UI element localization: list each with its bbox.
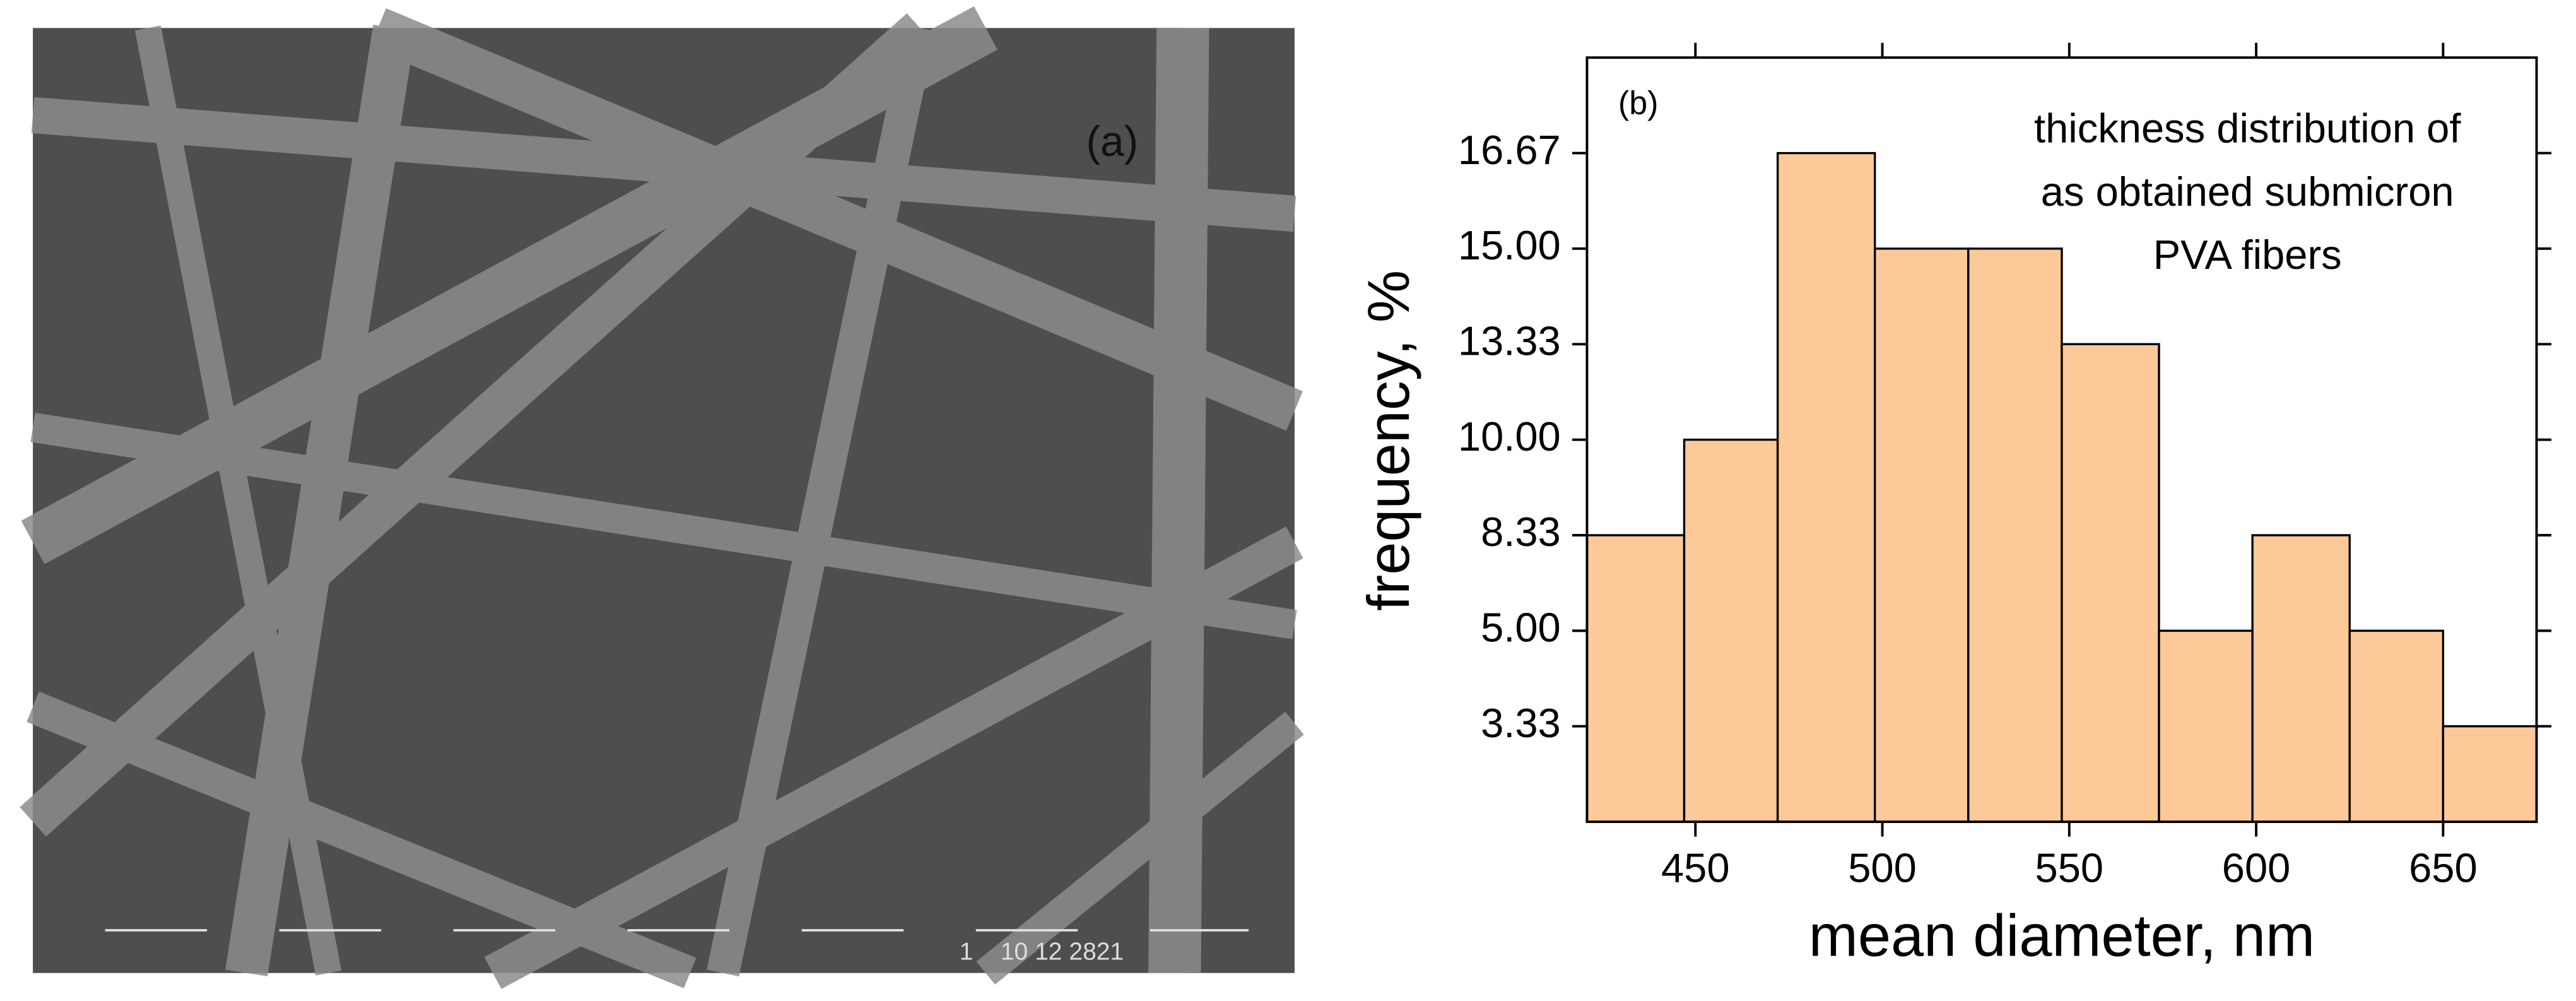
fibers bbox=[20, 6, 1304, 989]
bar bbox=[2158, 629, 2254, 823]
sem-image: (a) 1 10 12 2821 bbox=[20, 6, 1304, 989]
bar bbox=[2442, 725, 2538, 823]
y-tick-label: 13.33 bbox=[1458, 317, 1561, 364]
y-tick-label: 16.67 bbox=[1458, 127, 1561, 173]
annotation: thickness distribution of bbox=[2034, 105, 2461, 151]
y-tick-label: 5.00 bbox=[1481, 605, 1561, 651]
bar bbox=[2061, 343, 2160, 823]
bar bbox=[1873, 247, 1970, 823]
x-tick-label: 550 bbox=[2035, 844, 2104, 891]
x-tick-label: 500 bbox=[1848, 844, 1917, 891]
annotation: as obtained submicron bbox=[2041, 169, 2454, 215]
x-tick-label: 650 bbox=[2409, 844, 2478, 891]
y-tick-label: 15.00 bbox=[1458, 222, 1561, 268]
bar bbox=[1683, 438, 1779, 823]
bar bbox=[1585, 534, 1686, 823]
x-tick-label: 600 bbox=[2222, 844, 2291, 891]
x-tick-label: 450 bbox=[1661, 844, 1730, 891]
bar bbox=[1967, 247, 2063, 823]
y-tick-label: 10.00 bbox=[1458, 413, 1561, 459]
chart: 450 500 550 600 650 3.33 5.00 8.33 10.00 13.33 15.… bbox=[1355, 42, 2551, 968]
panel-label: (a) bbox=[1086, 118, 1139, 165]
y-tick-label: 3.33 bbox=[1481, 700, 1561, 746]
bar bbox=[2348, 629, 2445, 823]
annotation: PVA fibers bbox=[2153, 232, 2342, 278]
y-axis-label: frequency, % bbox=[1355, 270, 1421, 611]
bar bbox=[2251, 534, 2351, 823]
y-tick-label: 8.33 bbox=[1481, 509, 1561, 555]
bar bbox=[1776, 151, 1876, 823]
x-axis-label: mean diameter, nm bbox=[1809, 902, 2315, 968]
image-footer: 1 10 12 2821 bbox=[960, 939, 1124, 966]
panel-label: (b) bbox=[1618, 85, 1659, 121]
